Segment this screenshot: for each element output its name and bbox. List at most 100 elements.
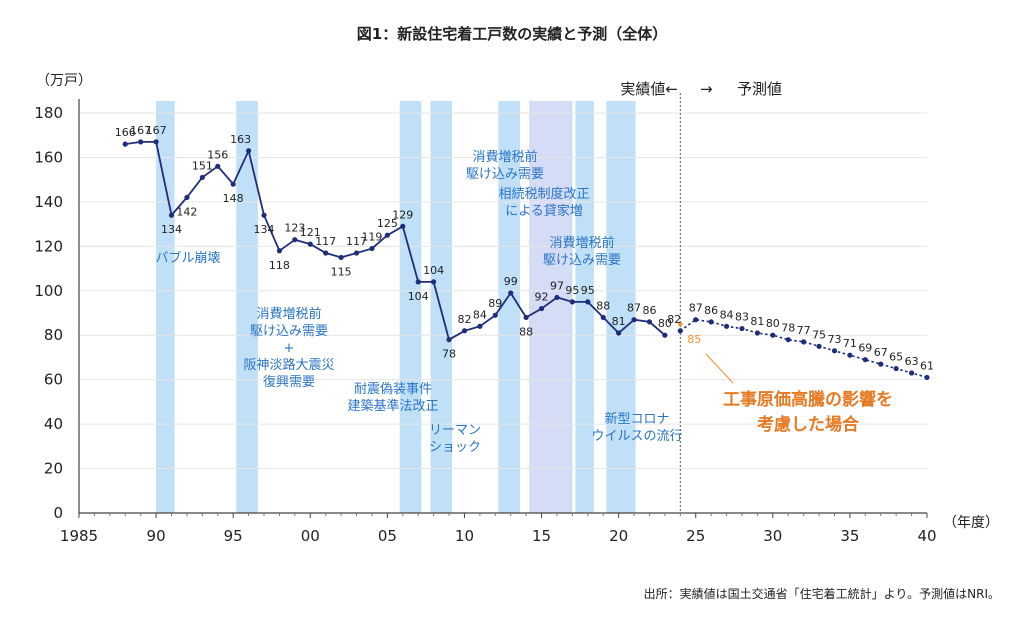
data-label: 69 <box>858 342 872 355</box>
data-label: 167 <box>130 124 151 137</box>
band-8 <box>606 101 636 513</box>
data-point <box>431 279 437 285</box>
source-note: 出所：実績値は国土交通省「住宅着工統計」より。予測値はNRI。 <box>644 586 1000 601</box>
y-tick-label: 60 <box>44 371 63 389</box>
data-point <box>307 241 313 247</box>
data-label: 129 <box>392 208 413 221</box>
data-point <box>600 314 606 321</box>
forecast-label: 予測値 <box>737 80 782 98</box>
data-label: 104 <box>423 264 444 277</box>
orange-value-label: 85 <box>687 333 701 346</box>
x-axis-unit: （年度） <box>943 515 999 531</box>
data-label: 123 <box>284 222 305 235</box>
data-label: 86 <box>704 304 718 317</box>
annotation-1-line: 消費増税前 <box>256 306 321 322</box>
y-grid <box>79 112 927 470</box>
data-point <box>754 330 761 336</box>
y-tick-label: 0 <box>53 504 63 522</box>
data-point <box>585 299 591 305</box>
annotation-2-line: 建築基準法改正 <box>347 398 438 414</box>
data-label: 81 <box>612 315 626 328</box>
data-point <box>446 337 452 343</box>
data-label: 80 <box>766 317 780 330</box>
data-label: 142 <box>176 205 197 218</box>
data-label: 88 <box>519 325 533 338</box>
data-label: 134 <box>161 223 182 236</box>
data-point <box>477 323 483 329</box>
band-0 <box>156 101 175 513</box>
annotation-5-line: による貸家増 <box>505 203 583 219</box>
y-tick-label: 160 <box>34 148 63 166</box>
x-tick-label: 05 <box>378 527 397 545</box>
data-point <box>353 250 360 256</box>
data-label: 87 <box>627 302 641 315</box>
data-label: 75 <box>812 328 826 341</box>
data-point <box>616 330 622 336</box>
band-1 <box>236 101 258 513</box>
data-label: 117 <box>315 235 336 248</box>
data-label: 119 <box>361 231 382 244</box>
data-point <box>677 328 683 334</box>
data-point <box>276 248 283 254</box>
data-point <box>199 174 205 181</box>
annotation-1-line: 阪神淡路大震災 <box>243 357 334 373</box>
data-label: 73 <box>827 333 841 346</box>
data-labels: 1661671671341421511561481631341181231211… <box>115 124 934 373</box>
data-label: 61 <box>920 359 934 372</box>
y-tick-label: 140 <box>34 193 63 211</box>
data-point <box>739 325 745 332</box>
data-label: 88 <box>596 299 610 312</box>
x-tick-label: 30 <box>763 527 782 545</box>
band-6 <box>529 101 570 513</box>
data-point <box>215 163 221 169</box>
data-label: 97 <box>550 279 564 292</box>
data-point <box>538 305 545 312</box>
data-point <box>723 323 730 329</box>
data-point <box>168 212 175 218</box>
x-tick-label: 25 <box>686 527 705 545</box>
data-point <box>554 294 560 301</box>
data-point <box>122 141 128 147</box>
annotation-6-line: 駆け込み需要 <box>543 253 621 268</box>
annotation-1-line: + <box>284 341 295 356</box>
band-2 <box>399 101 422 513</box>
data-point <box>415 279 421 285</box>
data-label: 166 <box>115 126 136 139</box>
data-label: 118 <box>269 259 290 272</box>
annotation-7-line: 新型コロナ <box>604 411 669 427</box>
data-label: 167 <box>146 124 167 137</box>
data-point <box>523 314 529 321</box>
data-label: 92 <box>535 291 549 304</box>
x-tick-label: 90 <box>147 527 166 545</box>
x-tick-label: 40 <box>917 527 936 545</box>
data-label: 87 <box>689 302 703 315</box>
x-tick-label: 35 <box>840 527 859 545</box>
data-label: 82 <box>667 313 681 326</box>
data-point <box>338 254 344 261</box>
data-point <box>461 328 468 334</box>
y-tick-label: 20 <box>44 460 63 478</box>
band-4 <box>498 101 520 513</box>
annotation-4-line: 消費増税前 <box>472 149 537 165</box>
orange-leader-line <box>705 353 734 384</box>
data-point <box>261 212 267 218</box>
data-label: 67 <box>874 346 888 359</box>
data-point <box>831 348 838 354</box>
data-label: 84 <box>720 308 734 321</box>
data-point <box>230 181 236 187</box>
x-tick-label: 95 <box>224 527 243 545</box>
data-label: 95 <box>581 284 595 297</box>
data-point <box>816 343 822 349</box>
data-label: 125 <box>377 217 398 230</box>
data-label: 78 <box>781 322 795 335</box>
y-tick-label: 180 <box>34 104 63 122</box>
band-3 <box>430 101 453 513</box>
data-point <box>153 139 159 145</box>
data-label: 121 <box>300 226 321 239</box>
y-tick-label: 100 <box>34 282 63 300</box>
data-label: 95 <box>565 284 579 297</box>
data-point <box>878 361 884 367</box>
actual-label: 実績値← <box>620 80 678 98</box>
data-label: 163 <box>230 133 251 146</box>
